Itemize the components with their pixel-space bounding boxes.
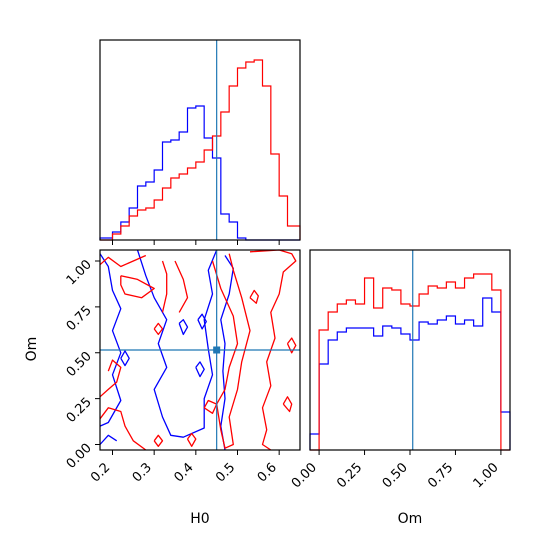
contour-line-red xyxy=(153,434,164,447)
contour-H0-Om-ytick-label: 1.00 xyxy=(64,257,95,288)
contour-line-red xyxy=(203,399,218,414)
contour-line-blue xyxy=(195,361,205,378)
contour-line-red xyxy=(186,432,197,447)
hist-Om-series-blue xyxy=(309,297,511,450)
contour-line-blue xyxy=(197,313,207,330)
contour-line-red xyxy=(99,407,147,451)
hist-H0-series-blue xyxy=(99,105,300,241)
contour-line-blue xyxy=(220,255,234,451)
hist-Om-xtick-label: 1.00 xyxy=(471,460,502,491)
contour-H0-Om-panel: 0.2 0.3 0.4 0.5 0.6 0.00 0.25 0.50 0.75 1.00 xyxy=(64,249,301,485)
contour-line-red xyxy=(161,260,168,313)
contour-line-blue xyxy=(120,350,130,367)
ylabel-Om: Om xyxy=(24,337,40,362)
contour-line-blue xyxy=(99,434,118,445)
contour-line-red xyxy=(211,253,251,449)
contour-H0-Om-xtick-label: 0.2 xyxy=(88,460,113,485)
contour-H0-Om-xtick-label: 0.3 xyxy=(130,460,155,485)
xlabel-Om: Om xyxy=(398,511,423,527)
contour-H0-Om-ytick-label: 0.50 xyxy=(64,349,95,380)
hist-Om-xtick-label: 0.50 xyxy=(380,460,411,491)
contour-line-blue xyxy=(136,249,218,438)
contour-H0-Om-xtick-label: 0.5 xyxy=(213,460,238,485)
contour-line-blue xyxy=(178,319,189,336)
contour-H0-Om-ytick-label: 0.25 xyxy=(64,395,95,426)
truth-point xyxy=(213,346,221,354)
hist-H0-frame xyxy=(99,39,301,241)
histogram-H0-panel xyxy=(99,39,301,245)
contour-line-red xyxy=(249,249,297,451)
contour-H0-Om-frame xyxy=(99,249,301,451)
contour-line-red xyxy=(99,254,147,268)
contour-H0-Om-xtick-label: 0.6 xyxy=(255,460,280,485)
hist-Om-series-red xyxy=(310,273,510,451)
contour-H0-Om-ytick-label: 0.75 xyxy=(64,303,95,334)
contour-line-red xyxy=(120,275,155,299)
contour-H0-Om-ytick-label: 0.00 xyxy=(64,441,95,472)
contour-line-red xyxy=(282,396,293,413)
xlabel-H0: H0 xyxy=(190,511,209,527)
hist-Om-xtick-label: 0.00 xyxy=(289,460,320,491)
contour-line-red xyxy=(174,260,189,313)
contour-line-red xyxy=(99,359,122,398)
contour-H0-Om-xtick-label: 0.4 xyxy=(171,460,196,485)
hist-Om-xtick-label: 0.25 xyxy=(334,460,365,491)
contour-line-red xyxy=(153,322,164,336)
hist-Om-xtick-label: 0.75 xyxy=(425,460,456,491)
contour-line-red xyxy=(249,289,259,304)
histogram-Om-panel: 0.00 0.25 0.50 0.75 1.00 xyxy=(289,249,511,491)
hist-Om-frame xyxy=(309,249,511,451)
hist-H0-series-red xyxy=(100,59,301,241)
contour-line-blue xyxy=(99,253,122,427)
